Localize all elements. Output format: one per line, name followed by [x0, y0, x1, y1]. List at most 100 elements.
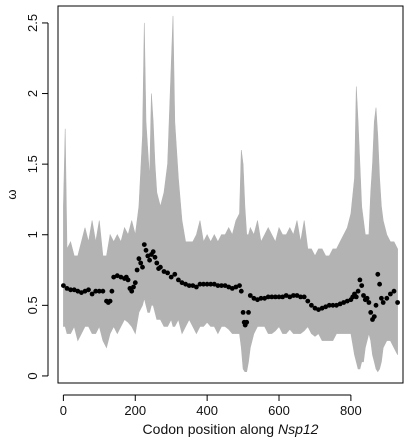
data-point [226, 284, 232, 290]
data-point [334, 302, 339, 308]
data-point [93, 288, 99, 294]
data-point [244, 319, 250, 325]
data-point [68, 287, 73, 293]
data-point [229, 286, 235, 291]
data-point [158, 264, 163, 270]
data-point [395, 300, 400, 305]
data-point [309, 302, 314, 308]
data-point [114, 273, 120, 279]
data-point [341, 300, 347, 305]
data-point [276, 294, 282, 300]
x-axis-label-gene: Nsp12 [278, 421, 319, 437]
data-point [194, 284, 199, 290]
data-point [147, 257, 153, 263]
data-point [190, 283, 196, 288]
data-point [131, 284, 136, 290]
data-point [96, 288, 102, 294]
data-point [357, 277, 363, 283]
data-point [141, 242, 147, 248]
data-point [208, 281, 214, 287]
data-point [238, 288, 244, 294]
data-point [319, 305, 325, 311]
data-point [305, 298, 311, 304]
data-point [132, 280, 138, 286]
data-point [364, 295, 370, 301]
data-point [366, 300, 372, 305]
data-point [61, 283, 66, 288]
data-point [380, 300, 386, 305]
data-point [316, 307, 321, 312]
data-point [89, 291, 95, 297]
data-point [283, 293, 289, 298]
data-point [361, 293, 366, 298]
data-point [211, 281, 217, 287]
data-point [379, 295, 384, 301]
band-layer [63, 15, 398, 373]
data-point [186, 283, 192, 288]
data-point [262, 295, 267, 301]
x-axis: 0 200 400 600 800 [60, 394, 362, 418]
data-point [145, 253, 151, 259]
data-point [143, 247, 149, 253]
data-point [136, 256, 142, 262]
data-point [125, 277, 131, 283]
data-point [109, 288, 115, 294]
data-point [111, 274, 117, 280]
y-tick-label: 1.5 [25, 155, 40, 173]
x-axis-label: Codon position along Nsp12 [143, 421, 319, 437]
x-tick-label: 600 [268, 403, 290, 418]
data-point [247, 293, 253, 298]
data-point [391, 288, 397, 294]
data-point [86, 287, 91, 293]
data-point [150, 249, 156, 255]
data-point [294, 293, 300, 298]
data-point [161, 269, 167, 274]
plot-frame [57, 5, 404, 384]
y-tick-label: 0 [25, 372, 40, 379]
data-point [355, 288, 361, 294]
data-point [197, 281, 203, 287]
data-point [179, 280, 185, 286]
data-point [215, 283, 221, 288]
data-point [371, 314, 377, 319]
data-point [222, 283, 228, 288]
x-tick-label: 400 [196, 403, 218, 418]
y-axis: 0 0.5 1 1.5 2 2.5 [25, 14, 49, 380]
data-point [384, 295, 390, 301]
x-tick-label: 800 [340, 403, 362, 418]
data-point [323, 304, 329, 310]
data-point [375, 271, 381, 277]
data-point [258, 295, 264, 301]
data-point [298, 294, 303, 300]
data-point [219, 283, 224, 288]
data-point [64, 286, 70, 291]
data-point [373, 302, 379, 308]
data-point [344, 298, 350, 304]
data-point [138, 260, 144, 266]
data-point [280, 294, 285, 300]
data-point [359, 283, 365, 288]
y-tick-label: 0.5 [25, 296, 40, 314]
data-point [301, 294, 307, 300]
data-point [326, 302, 332, 308]
data-point [251, 295, 257, 301]
y-axis-label: ω [4, 189, 19, 199]
data-point [134, 267, 140, 273]
data-point [337, 301, 343, 307]
x-tick-label: 200 [124, 403, 146, 418]
y-tick-label: 2 [25, 90, 40, 97]
data-point [201, 281, 206, 287]
data-point [287, 294, 293, 300]
data-point [71, 287, 77, 293]
data-point [273, 294, 278, 300]
data-point [75, 288, 81, 294]
data-point [237, 283, 242, 288]
data-point [118, 274, 124, 280]
data-point [176, 277, 181, 283]
y-tick-label: 2.5 [25, 14, 40, 32]
data-point [269, 294, 275, 300]
x-axis-label-prefix: Codon position along [143, 421, 278, 437]
data-point [291, 293, 296, 298]
y-tick-label: 1 [25, 231, 40, 238]
